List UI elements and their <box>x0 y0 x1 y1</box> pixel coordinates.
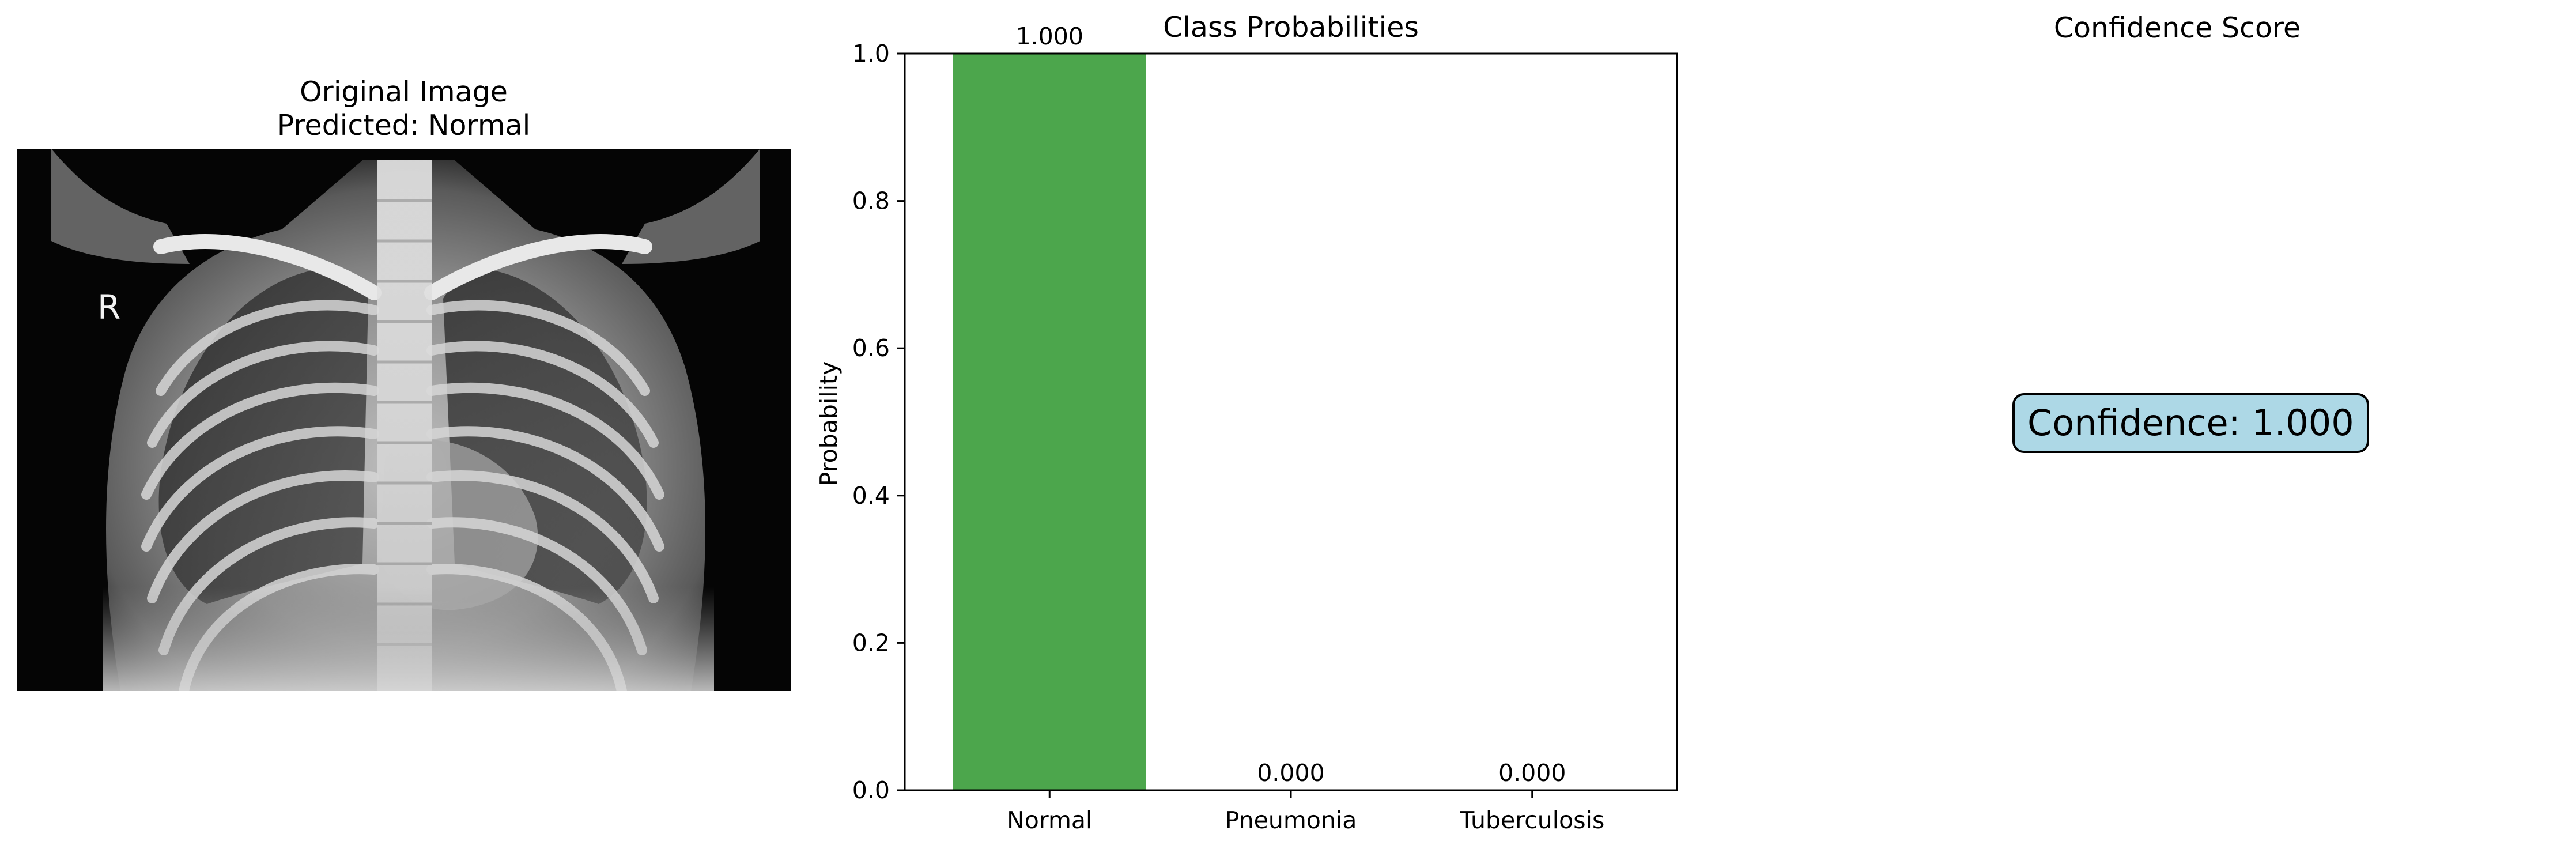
image-side-marker: R <box>97 288 120 327</box>
x-tick-label-normal: Normal <box>1007 806 1092 834</box>
y-tick-label: 0.8 <box>852 187 890 215</box>
bar-value-label-normal: 1.000 <box>1016 22 1083 50</box>
image-panel-title: Original Image Predicted: Normal <box>17 76 791 142</box>
bar-normal <box>953 54 1146 790</box>
confidence-badge: Confidence: 1.000 <box>2012 393 2369 453</box>
xray-image: R <box>17 149 791 696</box>
confidence-title: Confidence Score <box>2053 12 2301 44</box>
bar-value-label-pneumonia: 0.000 <box>1257 759 1324 787</box>
y-tick-label: 0.6 <box>852 334 890 362</box>
ticks-layer: Normal Pneumonia Tuberculosis 0.0 0.2 0.4 0.6 0… <box>852 40 1605 834</box>
plot-frame <box>904 52 1678 791</box>
image-title-line-1: Original Image <box>300 76 508 108</box>
y-tick-label: 0.0 <box>852 776 890 804</box>
bar-value-label-tuberculosis: 0.000 <box>1498 759 1566 787</box>
y-tick-label: 0.4 <box>852 482 890 510</box>
x-tick-label-pneumonia: Pneumonia <box>1225 806 1357 834</box>
y-tick-label: 1.0 <box>852 40 890 67</box>
x-tick-label-tuberculosis: Tuberculosis <box>1459 806 1604 834</box>
image-title-line-2: Predicted: Normal <box>277 109 531 142</box>
y-axis-label: Probability <box>815 361 843 486</box>
bars-layer: 1.000 0.000 0.000 <box>953 22 1566 790</box>
chart-title: Class Probabilities <box>1163 11 1419 44</box>
y-tick-label: 0.2 <box>852 629 890 657</box>
